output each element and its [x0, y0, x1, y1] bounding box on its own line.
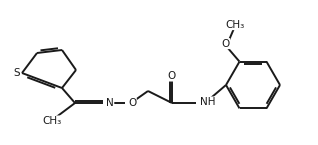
- Text: O: O: [128, 98, 136, 108]
- Text: O: O: [168, 71, 176, 81]
- Text: CH₃: CH₃: [42, 116, 62, 126]
- Text: NH: NH: [200, 97, 216, 107]
- Text: O: O: [221, 39, 230, 49]
- Text: S: S: [14, 68, 20, 78]
- Text: N: N: [106, 98, 114, 108]
- Text: CH₃: CH₃: [226, 20, 245, 30]
